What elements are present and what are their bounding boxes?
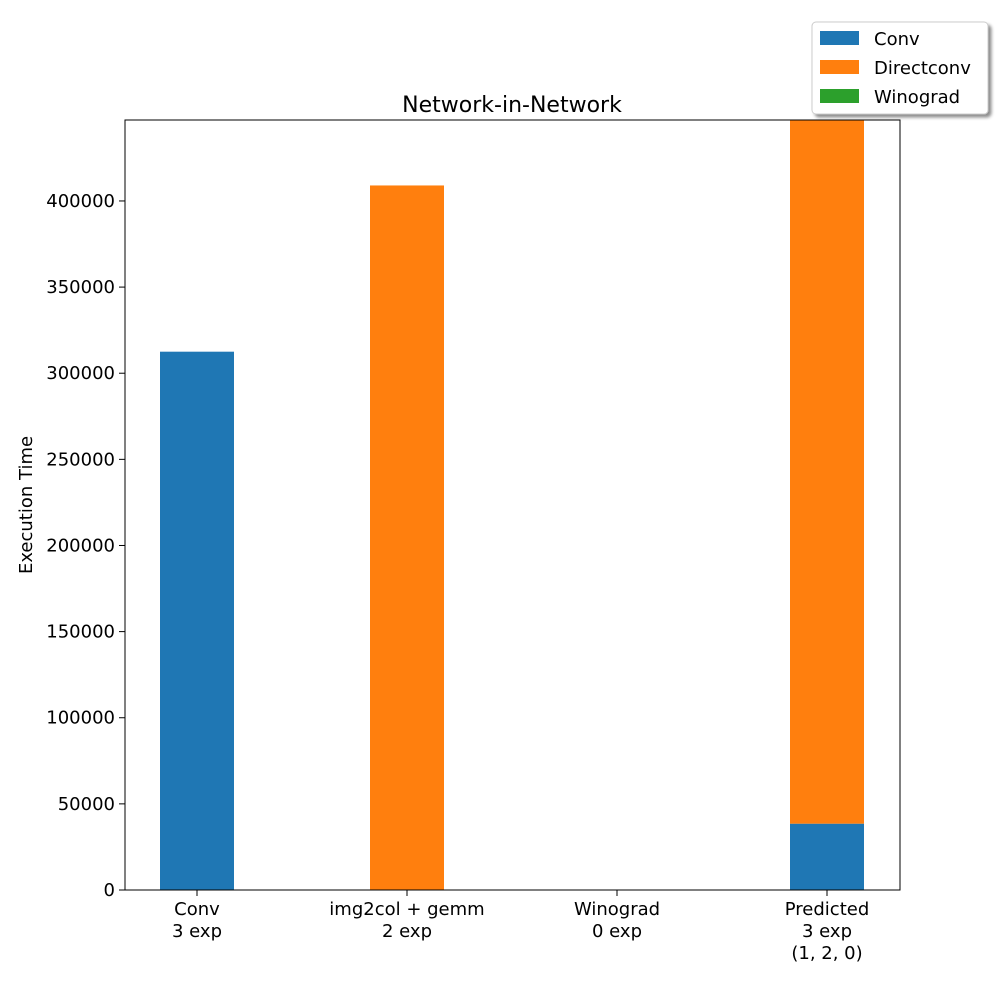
y-tick-label: 0 <box>104 880 115 901</box>
bar-conv-3 <box>790 823 864 890</box>
y-tick-label: 400000 <box>46 191 115 212</box>
legend-label-directconv: Directconv <box>874 58 971 79</box>
legend-swatch-conv <box>820 31 859 45</box>
plot-area-frame <box>124 119 901 891</box>
y-tick-label: 50000 <box>58 794 115 815</box>
legend-swatch-directconv <box>820 60 859 74</box>
x-tick-label: Winograd 0 exp <box>574 899 660 942</box>
chart-title: Network-in-Network <box>402 93 622 118</box>
y-tick-label: 250000 <box>46 449 115 470</box>
bar-conv-0 <box>160 351 234 890</box>
legend: Conv Directconv Winograd <box>811 21 989 115</box>
y-tick-label: 350000 <box>46 277 115 298</box>
y-axis-ticks: 0 50000 100000 150000 200000 250000 300000 3500… <box>46 191 125 901</box>
y-axis-label: Execution Time <box>16 436 37 574</box>
x-tick-label: Conv 3 exp <box>172 899 222 942</box>
y-tick-label: 300000 <box>46 363 115 384</box>
legend-swatch-winograd <box>820 89 859 103</box>
bars <box>160 120 864 890</box>
y-tick-label: 100000 <box>46 708 115 729</box>
bar-directconv-3 <box>790 120 864 824</box>
x-tick-label: img2col + gemm 2 exp <box>329 899 484 942</box>
bar-directconv-1 <box>370 185 444 890</box>
x-axis-ticks: Conv 3 exp img2col + gemm 2 exp Winograd 0 ex… <box>172 890 869 964</box>
legend-label-conv: Conv <box>874 29 920 50</box>
y-tick-label: 200000 <box>46 535 115 556</box>
legend-label-winograd: Winograd <box>874 87 960 108</box>
y-tick-label: 150000 <box>46 622 115 643</box>
x-tick-label: Predicted 3 exp (1, 2, 0) <box>785 899 870 964</box>
